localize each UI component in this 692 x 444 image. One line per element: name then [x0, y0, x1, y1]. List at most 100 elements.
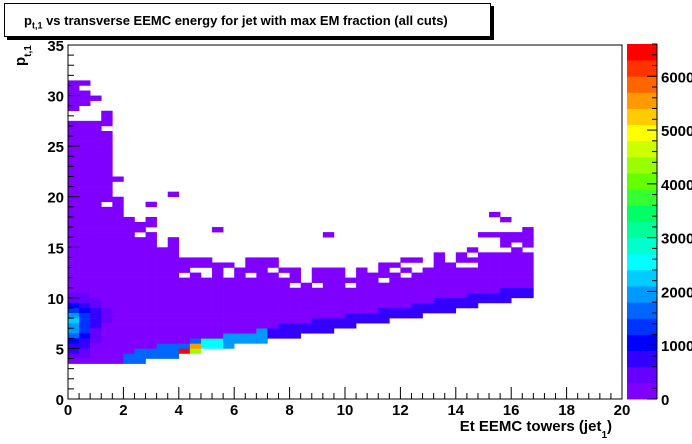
heatmap-cell: [333, 318, 346, 324]
heatmap-cell: [167, 262, 180, 268]
heatmap-cell: [256, 262, 268, 268]
heatmap-cell: [90, 262, 102, 268]
heatmap-cell: [68, 252, 80, 258]
heatmap-cell: [156, 252, 169, 258]
heatmap-cell: [267, 323, 279, 329]
heatmap-cell: [411, 287, 423, 294]
heatmap-cell: [134, 272, 146, 278]
heatmap-cell: [79, 120, 91, 127]
heatmap-cell: [79, 196, 91, 203]
palette-swatch: [627, 205, 657, 222]
heatmap-cell: [422, 277, 434, 283]
heatmap-cell: [123, 257, 135, 263]
heatmap-cell: [322, 313, 335, 319]
heatmap-cell: [123, 307, 135, 314]
heatmap-cell: [145, 313, 157, 319]
palette-swatch: [627, 173, 657, 190]
heatmap-cell: [400, 282, 412, 289]
heatmap-cell: [234, 277, 246, 283]
heatmap-cell: [245, 338, 257, 344]
heatmap-cell: [167, 353, 180, 359]
heatmap-cell: [112, 211, 124, 218]
heatmap-cell: [167, 267, 180, 273]
heatmap-cell: [167, 282, 180, 289]
heatmap-cell: [433, 272, 446, 278]
heatmap-cell: [322, 282, 335, 289]
heatmap-cell: [90, 348, 102, 354]
heatmap-cell: [278, 328, 290, 334]
heatmap-cell: [477, 282, 490, 289]
heatmap-cell: [167, 328, 180, 334]
heatmap-cell: [79, 146, 91, 152]
heatmap-cell: [200, 313, 213, 319]
heatmap-cell: [477, 272, 490, 278]
heatmap-cell: [68, 302, 80, 309]
heatmap-cell: [245, 277, 257, 283]
heatmap-cell: [112, 257, 124, 263]
y-axis-label: pt,1: [12, 45, 34, 66]
heatmap-cell: [68, 247, 80, 253]
heatmap-cell: [311, 297, 324, 304]
heatmap-cell: [112, 262, 124, 268]
heatmap-cell: [433, 297, 446, 304]
heatmap-cell: [79, 130, 91, 137]
heatmap-cell: [522, 287, 534, 294]
heatmap-cell: [90, 242, 102, 248]
heatmap-cell: [455, 302, 468, 309]
heatmap-cell: [433, 292, 446, 299]
palette-swatch: [627, 253, 657, 271]
heatmap-cell: [79, 151, 91, 157]
heatmap-cell: [79, 353, 91, 359]
heatmap-cell: [79, 338, 91, 344]
heatmap-cell: [511, 267, 523, 273]
heatmap-cell: [422, 267, 434, 273]
heatmap-cell: [79, 333, 91, 339]
heatmap-cell: [90, 156, 102, 162]
title-sub: t,1: [31, 20, 43, 31]
heatmap-cell: [134, 262, 146, 268]
heatmap-cell: [156, 302, 169, 309]
heatmap-cell: [112, 307, 124, 314]
heatmap-cell: [477, 252, 490, 258]
palette-swatch: [627, 60, 657, 77]
heatmap-cell: [79, 348, 91, 354]
heatmap-cell: [245, 287, 257, 294]
heatmap-cell: [134, 292, 146, 299]
heatmap-cell: [79, 318, 91, 324]
heatmap-cell: [79, 100, 91, 106]
heatmap-cell: [68, 292, 80, 299]
heatmap-cell: [134, 343, 146, 349]
heatmap-cell: [68, 242, 80, 248]
heatmap-cell: [256, 313, 268, 319]
heatmap-cell: [101, 297, 113, 304]
heatmap-cell: [79, 302, 91, 309]
heatmap-cell: [79, 206, 91, 213]
heatmap-cell: [134, 277, 146, 283]
heatmap-cell: [477, 287, 490, 294]
heatmap-cell: [200, 318, 213, 324]
heatmap-cell: [112, 277, 124, 283]
heatmap-cell: [112, 216, 124, 223]
heatmap-cell: [101, 353, 113, 359]
heatmap-cell: [101, 232, 113, 238]
heatmap-cell: [101, 333, 113, 339]
heatmap-cell: [68, 222, 80, 228]
heatmap-cell: [223, 338, 235, 344]
heatmap-cell: [356, 313, 368, 319]
heatmap-cell: [466, 297, 479, 304]
heatmap-cell: [322, 323, 335, 329]
heatmap-cell: [112, 247, 124, 253]
heatmap-cell: [90, 171, 102, 177]
heatmap-cell: [68, 201, 80, 208]
heatmap-cell: [123, 237, 135, 243]
heatmap-cell: [511, 232, 523, 238]
heatmap-cell: [489, 297, 501, 304]
heatmap-cell: [477, 277, 490, 283]
heatmap-cell: [79, 277, 91, 283]
heatmap-cell: [234, 287, 246, 294]
heatmap-cell: [79, 125, 91, 132]
heatmap-cell: [489, 262, 501, 268]
heatmap-cell: [123, 282, 135, 289]
heatmap-cell: [223, 282, 235, 289]
